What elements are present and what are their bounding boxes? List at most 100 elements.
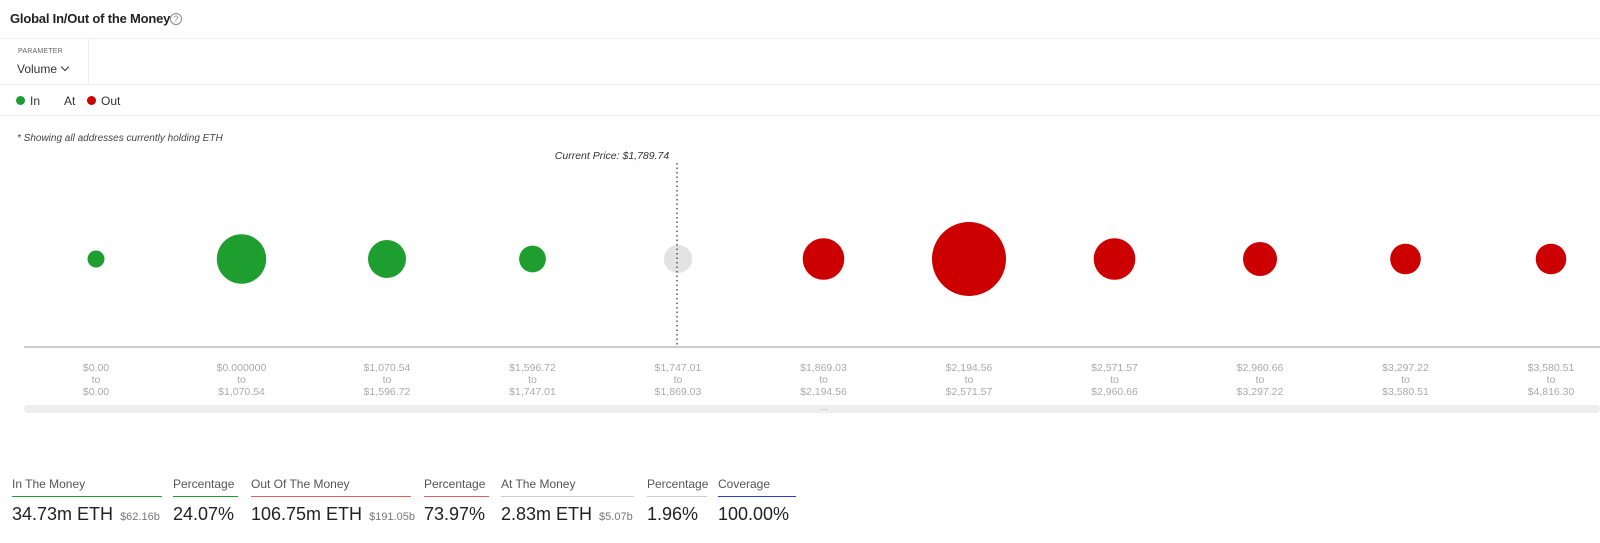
stat-label: Percentage [173,477,238,497]
red-dot-icon [87,96,96,105]
stat-label: Out Of The Money [251,477,411,497]
stat-value: 100.00% [718,504,790,524]
chart-scrollbar[interactable] [24,405,1600,413]
parameter-dropdown[interactable]: Volume [17,62,70,76]
current-price-label: Current Price: $1,789.74 [555,150,670,162]
tick-to-word-label: to [237,374,246,386]
stat-value: 2.83m ETH [501,504,593,524]
panel-header: Global In/Out of the Money ? [0,0,1600,39]
tick-from-label: $0.000000 [217,362,267,374]
bubble-series [87,222,1567,296]
tick-to-label: $4,816.30 [1528,386,1575,398]
bubble-at[interactable] [663,244,693,274]
legend-item-out[interactable]: Out [87,94,120,108]
legend-item-at[interactable]: At [64,94,75,108]
tick-to-label: $3,580.51 [1382,386,1429,398]
stat-in-the-money: In The Money 34.73m ETH $62.16b [12,477,162,525]
bubble-out[interactable] [932,222,1006,296]
tick-to-word-label: to [674,374,683,386]
legend-item-in[interactable]: In [16,94,40,108]
bubble-in[interactable] [519,245,546,273]
bubble-in[interactable] [87,250,105,268]
bubble-out[interactable] [1535,243,1567,275]
tick-from-label: $1,747.01 [655,362,702,374]
chevron-down-icon [60,62,70,72]
stat-label: Coverage [718,477,796,497]
stat-value: 34.73m ETH [12,504,114,524]
green-dot-icon [16,96,25,105]
parameter-label: PARAMETER [18,48,63,55]
stat-out-of-the-money: Out Of The Money 106.75m ETH $191.05b [251,477,415,525]
tick-to-word-label: to [383,374,392,386]
x-tick-labels: $0.00to$0.00$0.000000to$1,070.54$1,070.5… [83,362,1575,398]
scrollbar-grip-icon: ⋯ [821,407,828,414]
stat-label: Percentage [424,477,489,497]
tick-to-label: $3,297.22 [1237,386,1284,398]
tick-from-label: $1,596.72 [509,362,556,374]
stat-value-row: 73.97% [424,504,489,525]
tick-to-label: $1,070.54 [218,386,265,398]
stat-value-row: 34.73m ETH $62.16b [12,504,162,525]
stat-usd-value: $191.05b [369,511,415,523]
tick-to-label: $1,747.01 [509,386,556,398]
tick-to-word-label: to [819,374,828,386]
bubble-in[interactable] [216,234,267,284]
summary-stats: In The Money 34.73m ETH $62.16b Percentage… [0,477,1600,543]
bubble-chart: ⋯ $0.00to$0.00$0.000000to$1,070.54$1,070… [24,150,1600,414]
stat-value-row: 106.75m ETH $191.05b [251,504,415,525]
stat-value: 73.97% [424,504,486,524]
tick-to-word-label: to [1110,374,1119,386]
stat-value: 24.07% [173,504,235,524]
tick-from-label: $2,571.57 [1091,362,1138,374]
stat-in-percentage: Percentage 24.07% [173,477,238,525]
tick-to-label: $2,571.57 [946,386,993,398]
bubble-out[interactable] [1390,243,1421,275]
stat-label: At The Money [501,477,634,497]
stat-value-row: 2.83m ETH $5.07b [501,504,634,525]
holding-note: * Showing all addresses currently holdin… [17,133,223,144]
stat-value: 106.75m ETH [251,504,363,524]
tick-from-label: $3,297.22 [1382,362,1429,374]
tick-from-label: $2,194.56 [946,362,993,374]
bubble-out[interactable] [1243,242,1277,276]
bubble-out[interactable] [802,238,845,280]
stat-value: 1.96% [647,504,699,524]
stat-value-row: 1.96% [647,504,707,525]
stat-value-row: 24.07% [173,504,238,525]
tick-to-label: $1,869.03 [655,386,702,398]
tick-to-label: $0.00 [83,386,109,398]
page-title: Global In/Out of the Money [10,11,171,26]
tick-to-word-label: to [1256,374,1265,386]
parameter-selector: PARAMETER Volume [0,39,89,85]
stat-label: Percentage [647,477,708,497]
bubble-out[interactable] [1093,238,1136,280]
tick-to-word-label: to [92,374,101,386]
tick-to-word-label: to [965,374,974,386]
help-icon[interactable]: ? [170,13,182,25]
legend-at-label: At [64,94,76,108]
legend: In At Out [0,85,1600,116]
tick-to-word-label: to [1547,374,1556,386]
stat-label: In The Money [12,477,162,497]
parameter-bar: PARAMETER Volume [0,39,1600,85]
tick-from-label: $2,960.66 [1237,362,1284,374]
tick-to-word-label: to [528,374,537,386]
stat-at-percentage: Percentage 1.96% [647,477,708,525]
tick-to-label: $2,194.56 [800,386,847,398]
tick-from-label: $1,070.54 [364,362,411,374]
stat-usd-value: $62.16b [120,511,160,523]
tick-from-label: $1,869.03 [800,362,847,374]
stat-usd-value: $5.07b [599,511,633,523]
stat-value-row: 100.00% [718,504,796,525]
tick-from-label: $0.00 [83,362,109,374]
legend-in-label: In [30,94,41,108]
stat-out-percentage: Percentage 73.97% [424,477,489,525]
stat-at-the-money: At The Money 2.83m ETH $5.07b [501,477,634,525]
tick-to-label: $2,960.66 [1091,386,1138,398]
tick-to-label: $1,596.72 [364,386,411,398]
tick-from-label: $3,580.51 [1528,362,1575,374]
legend-out-label: Out [101,94,121,108]
stat-coverage: Coverage 100.00% [718,477,796,525]
tick-to-word-label: to [1401,374,1410,386]
bubble-in[interactable] [368,240,406,278]
